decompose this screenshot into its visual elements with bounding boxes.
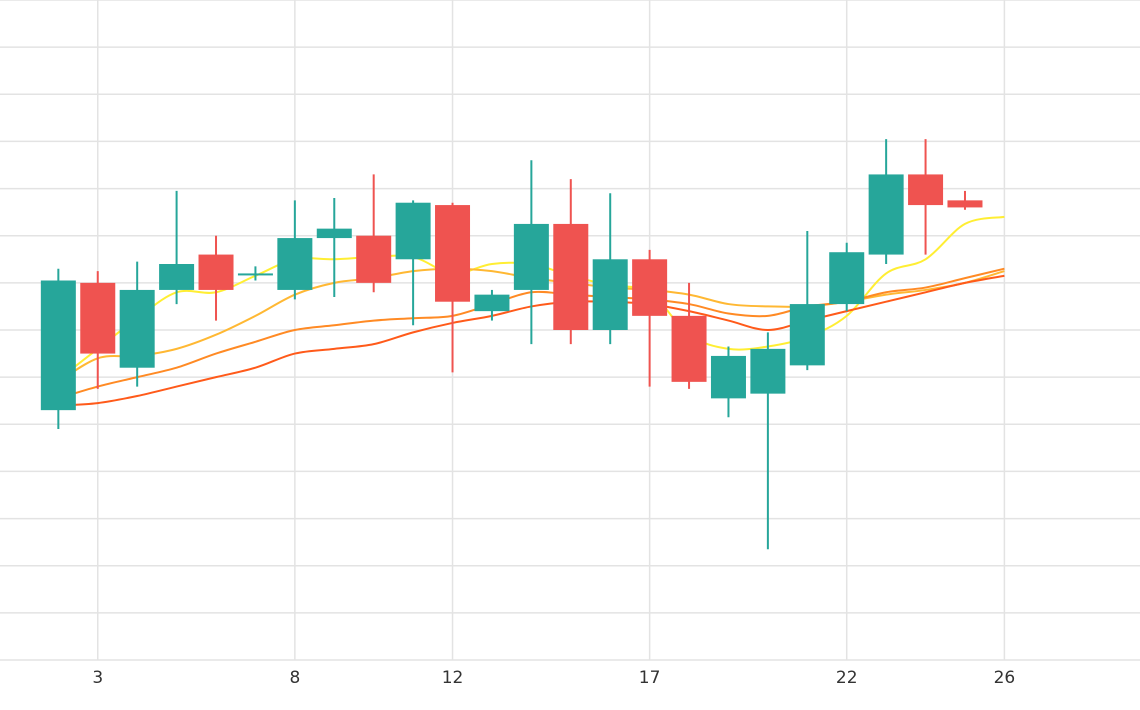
candle-body (947, 200, 983, 208)
candles (40, 139, 983, 550)
candle-body (277, 238, 313, 290)
candle-body (553, 223, 589, 330)
candle-body (474, 294, 510, 312)
candle-body (710, 355, 746, 399)
candle-body (868, 174, 904, 255)
candle-up (395, 200, 431, 326)
candle-body (908, 174, 944, 206)
x-tick-label: 17 (639, 668, 661, 688)
candle-up (474, 289, 510, 321)
candle-up (710, 346, 746, 418)
candle-up (159, 190, 195, 305)
candle-body (316, 228, 352, 239)
x-tick-label: 3 (92, 668, 103, 688)
candle-down (553, 179, 589, 345)
candle-up (40, 268, 76, 429)
candle-body (356, 235, 392, 283)
candle-body (40, 280, 76, 411)
candle-down (908, 139, 944, 255)
candle-down (80, 271, 116, 389)
candle-down (947, 190, 983, 210)
candle-body (829, 252, 865, 305)
candle-body (198, 254, 234, 290)
candle-body (237, 273, 273, 276)
candle-body (119, 289, 155, 368)
candle-body (592, 259, 628, 330)
x-tick-label: 8 (289, 668, 300, 688)
candle-up (592, 193, 628, 345)
candle-body (435, 205, 471, 302)
x-tick-label: 22 (836, 668, 858, 688)
candle-up (513, 160, 549, 345)
candle-up (868, 139, 904, 264)
candle-down (198, 235, 234, 321)
candle-down (671, 282, 707, 389)
candle-up (237, 266, 273, 281)
candle-body (395, 202, 431, 260)
candle-up (277, 200, 313, 300)
candle-up (316, 198, 352, 297)
candle-body (632, 259, 668, 316)
x-axis-ticks: 3 8 12 17 22 26 (92, 668, 1015, 688)
candle-up (829, 242, 865, 312)
candle-body (80, 282, 116, 354)
candle-down (435, 202, 471, 373)
candle-down (356, 174, 392, 293)
candle-body (159, 264, 195, 290)
x-tick-label: 12 (442, 668, 464, 688)
candle-body (671, 315, 707, 382)
candle-up (750, 332, 786, 550)
x-tick-label: 26 (994, 668, 1016, 688)
candle-body (513, 223, 549, 290)
candle-up (119, 261, 155, 387)
candle-body (750, 348, 786, 394)
candle-up (789, 231, 825, 371)
candle-body (789, 304, 825, 366)
candle-down (632, 249, 668, 387)
